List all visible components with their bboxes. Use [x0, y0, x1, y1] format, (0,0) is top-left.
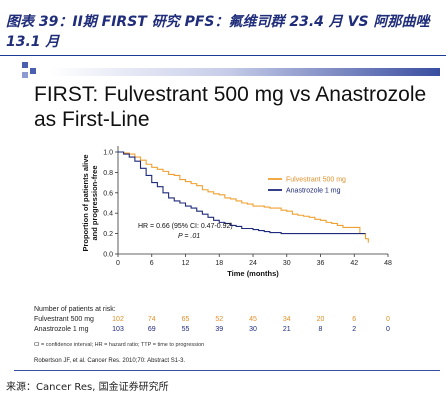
y-axis-label: Proportion of patients aliveand progress… [81, 154, 99, 251]
figure-caption: 图表 39：II期 FIRST 研究 PFS：氟维司群 23.4 月 VS 阿那… [6, 14, 430, 50]
x-tick-label: 12 [182, 260, 190, 267]
risk-value: 102 [112, 316, 124, 323]
risk-value: 20 [316, 316, 325, 323]
x-tick-label: 18 [215, 260, 223, 267]
decor-square [30, 68, 36, 74]
risk-table-header: Number of patients at risk: [34, 306, 116, 313]
series-line-1 [118, 151, 366, 235]
reference: Robertson JF, et al. Cancer Res. 2010;70… [34, 358, 186, 364]
risk-row: Fulvestrant 500 mg 102 74 65 52 45 34 20 6 0 [14, 316, 440, 326]
x-tick-label: 36 [317, 260, 325, 267]
caption-divider [0, 55, 446, 56]
risk-value: 103 [112, 326, 124, 333]
y-tick-label: 1.0 [103, 150, 113, 157]
y-tick-label: 0.4 [103, 211, 113, 218]
p-value-annotation: P = .01 [178, 233, 200, 240]
risk-value: 39 [215, 326, 224, 333]
x-tick-label: 0 [116, 260, 120, 267]
risk-row-name: Fulvestrant 500 mg [34, 316, 94, 323]
risk-row: Anastrozole 1 mg 103 69 55 39 30 21 8 2 0 [14, 326, 440, 336]
footnote: CI = confidence interval; HR = hazard ra… [34, 342, 205, 348]
risk-value: 21 [282, 326, 291, 333]
x-tick-label: 30 [283, 260, 291, 267]
legend-label-0: Fulvestrant 500 mg [286, 177, 346, 184]
y-tick-label: 0.2 [103, 231, 113, 238]
x-tick-label: 48 [384, 260, 392, 267]
risk-value: 6 [352, 316, 357, 323]
hr-annotation: HR = 0.66 (95% CI: 0.47-0.92) [138, 223, 233, 230]
risk-value: 0 [386, 326, 390, 333]
source-note: 来源：Cancer Res, 国金证券研究所 [6, 382, 169, 393]
risk-value: 74 [147, 316, 156, 323]
slide-title: FIRST: Fulvestrant 500 mg vs Anastrozole… [34, 83, 427, 131]
risk-value: 0 [386, 316, 390, 323]
risk-value: 30 [249, 326, 257, 333]
decor-gradient-bar [50, 68, 440, 76]
slide-panel: FIRST: Fulvestrant 500 mg vs Anastrozole… [14, 60, 440, 371]
y-tick-label: 0.0 [103, 252, 113, 259]
series-line-0 [118, 151, 369, 243]
risk-value: 55 [181, 326, 190, 333]
y-tick-label: 0.8 [103, 170, 113, 177]
x-tick-label: 24 [249, 260, 257, 267]
risk-value: 52 [215, 316, 224, 323]
x-tick-label: 42 [350, 260, 358, 267]
risk-value: 2 [352, 326, 357, 333]
risk-value: 8 [318, 326, 323, 333]
risk-value: 69 [147, 326, 156, 333]
risk-value: 45 [249, 316, 257, 323]
x-axis-label: Time (months) [227, 269, 279, 278]
risk-value: 34 [282, 316, 291, 323]
km-chart: 0.0 0.2 0.4 0.6 0.8 1.0 0 6 12 18 24 30 36 42 48 Time (… [81, 146, 392, 278]
y-tick-label: 0.6 [103, 190, 113, 197]
risk-value: 65 [181, 316, 190, 323]
slide-bottom-rule [14, 370, 440, 371]
decor-square [22, 72, 28, 78]
decor-square [22, 62, 28, 68]
legend-label-1: Anastrozole 1 mg [286, 188, 341, 195]
risk-row-name: Anastrozole 1 mg [34, 326, 89, 333]
x-tick-label: 6 [150, 260, 154, 267]
